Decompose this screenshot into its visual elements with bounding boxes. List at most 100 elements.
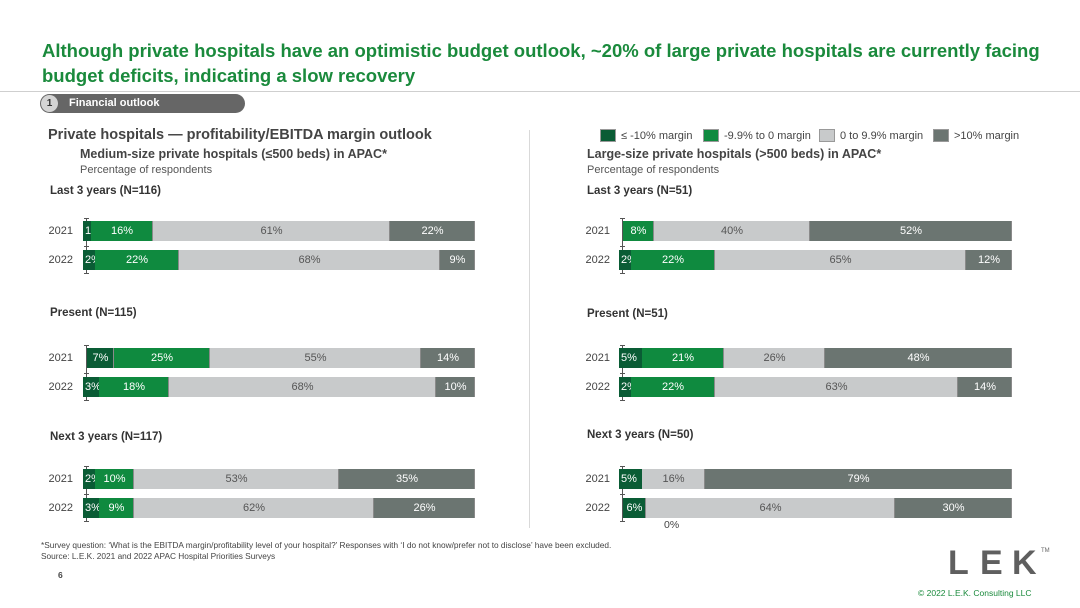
segment-label: 40% (720, 225, 744, 237)
section-number: 1 (41, 95, 58, 112)
stacked-bar: 6% 64% 30% (623, 498, 1012, 518)
segment-label: 55% (304, 352, 327, 364)
segment-label: 21% (671, 352, 695, 364)
bar-segment (99, 498, 134, 518)
axis-tick (620, 400, 625, 401)
segment-label: 48% (907, 352, 930, 364)
segment-label: 16% (662, 473, 685, 485)
year-label: 2022 (48, 254, 73, 266)
group-title: Last 3 years (N=51) (587, 185, 693, 197)
legend-swatch (933, 129, 949, 142)
bar-segment (654, 221, 810, 241)
bar-segment (646, 498, 895, 518)
panel-title-medium: Medium-size private hospitals (≤500 beds… (80, 147, 387, 161)
segment-label: 10% (103, 473, 126, 485)
segment-label: 61% (260, 225, 283, 237)
segment-label: 52% (899, 225, 923, 237)
bar-segment (642, 348, 724, 368)
segment-label: 14% (436, 352, 460, 364)
year-label: 2022 (48, 502, 73, 514)
axis-tick (84, 400, 89, 401)
bar-segment (153, 221, 390, 241)
bar-segment (958, 377, 1012, 397)
year-label: 2022 (585, 254, 610, 266)
axis-tick (84, 466, 89, 467)
stacked-bar: 1%16%61%22% (83, 221, 475, 241)
axis-tick (84, 273, 89, 274)
axis-tick (620, 245, 625, 247)
bar-segment (631, 377, 715, 397)
panel-divider (529, 130, 530, 528)
segment-label: 26% (413, 502, 436, 514)
year-label: 2021 (585, 225, 610, 237)
logo-letter-e: E (980, 544, 1003, 582)
year-label: 2021 (48, 225, 73, 237)
bar-segment (715, 377, 958, 397)
bar-segment (390, 221, 475, 241)
segment-label: 5% (619, 348, 643, 368)
bar-segment (715, 250, 966, 270)
bar-segment (421, 348, 475, 368)
year-label: 2021 (48, 352, 73, 364)
axis-tick (620, 345, 625, 346)
segment-label: 79% (847, 473, 870, 485)
bar-segment (825, 348, 1012, 368)
segment-label: 63% (825, 381, 848, 393)
segment-label: 22% (661, 381, 685, 393)
segment-label: 68% (298, 254, 321, 266)
year-label: 2021 (48, 473, 73, 485)
bar-segment (87, 348, 114, 368)
section-pill: 1 Financial outlook (40, 94, 245, 113)
segment-label: 53% (225, 473, 248, 485)
bar-segment (436, 377, 475, 397)
lek-logo: L E K (948, 546, 1044, 580)
segment-label: 65% (829, 254, 852, 266)
bar-segment (91, 221, 153, 241)
axis-tick (84, 521, 89, 522)
segment-label: 16% (110, 225, 134, 237)
segment-label: 9% (449, 254, 466, 266)
copyright: © 2022 L.E.K. Consulting LLC (918, 588, 1032, 598)
stacked-bar: 3% 18% 68% 10% (83, 377, 475, 397)
axis-tick (620, 466, 625, 467)
axis-tick (620, 493, 625, 495)
segment-label: 22% (661, 254, 685, 266)
segment-label: 62% (242, 502, 266, 514)
axis-tick (620, 218, 625, 219)
stacked-bar: 2% 10% 53% 35% (83, 469, 475, 489)
bar-segment (95, 250, 179, 270)
segment-label: 30% (942, 502, 965, 514)
bar-segment (895, 498, 1012, 518)
group-title: Next 3 years (N=117) (50, 431, 163, 443)
logo-trademark: TM (1041, 548, 1050, 554)
page-number: 6 (58, 570, 63, 580)
bar-segment (210, 348, 421, 368)
stacked-bar: 8% 40% 52% (623, 221, 1012, 241)
bar-segment (134, 498, 374, 518)
section-label: Financial outlook (69, 97, 160, 109)
year-label: 2021 (585, 473, 610, 485)
segment-label: 7% (92, 352, 109, 364)
segment-label: 22% (125, 254, 149, 266)
bar-segment (134, 469, 339, 489)
legend-swatch (703, 129, 719, 142)
group-title: Present (N=115) (50, 307, 137, 319)
stacked-bar: 7% 25% 55% 14% (87, 348, 475, 368)
segment-label: 22% (421, 225, 444, 237)
source-text: Source: L.E.K. 2021 and 2022 APAC Hospit… (41, 551, 276, 561)
legend-label: ≤ -10% margin (621, 130, 693, 142)
footnote: *Survey question: ‘What is the EBITDA ma… (41, 540, 611, 562)
logo-letter-l: L (948, 544, 969, 582)
title-divider (0, 91, 1080, 92)
segment-label: 14% (973, 381, 997, 393)
stacked-bar: 5% 16% 79% (619, 469, 1012, 489)
logo-letter-k: K (1012, 544, 1037, 582)
axis-tick (84, 372, 89, 374)
legend-label: >10% margin (954, 130, 1020, 142)
bar-segment (642, 469, 705, 489)
stacked-bar: 2% 22% 65% 12% (619, 250, 1012, 270)
bar-segment (631, 250, 715, 270)
panel-subtitle-medium: Percentage of respondents (80, 164, 213, 176)
legend-label: 0 to 9.9% margin (840, 130, 924, 142)
segment-label: 18% (122, 381, 146, 393)
